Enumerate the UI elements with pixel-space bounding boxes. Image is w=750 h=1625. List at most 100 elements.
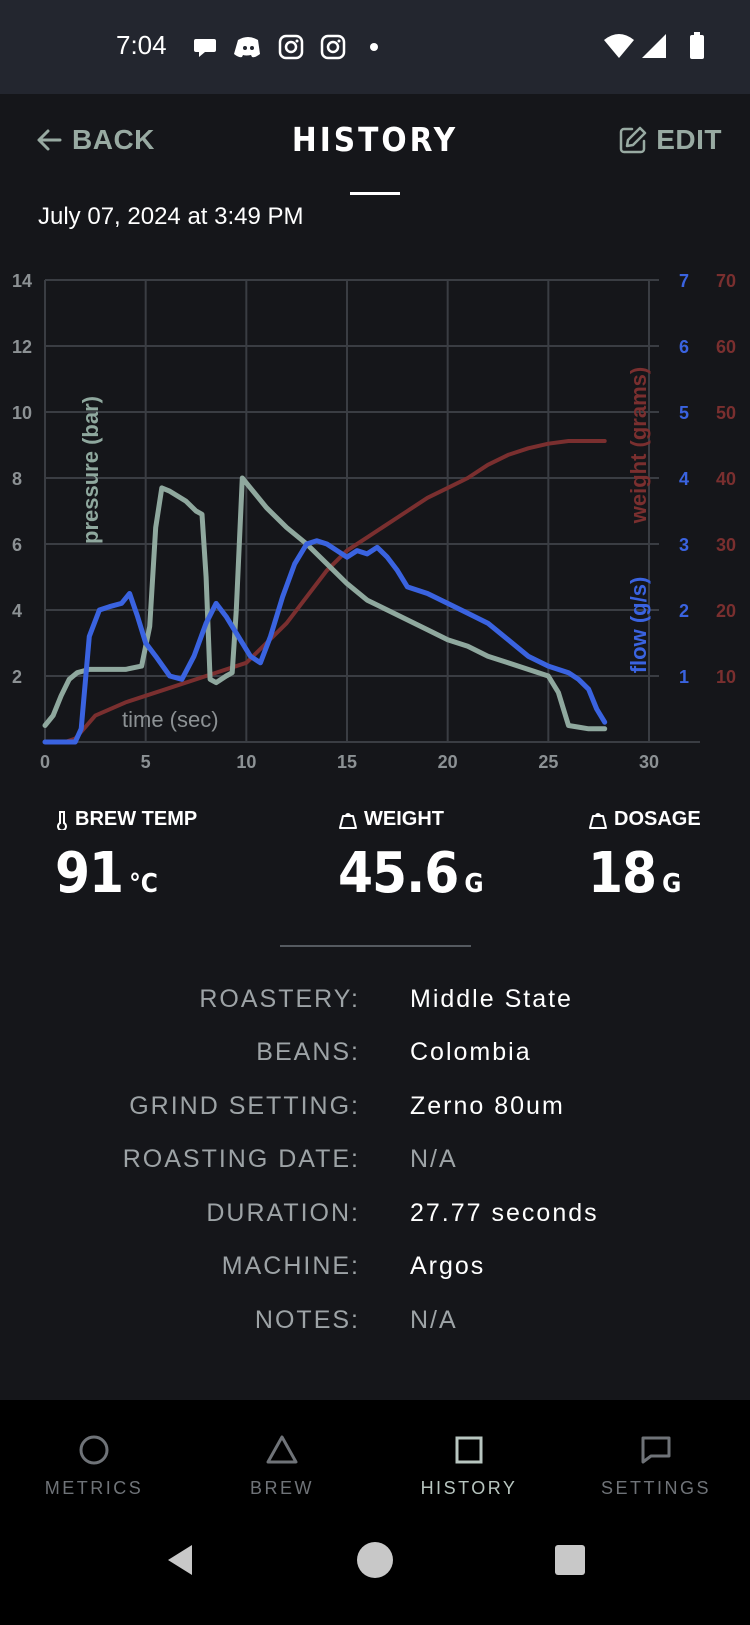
metric-weight: WEIGHT 45.6 G	[338, 808, 484, 906]
nav-label: SETTINGS	[600, 1478, 711, 1498]
instagram-icon	[278, 34, 304, 60]
y-weight-tick-label: 60	[716, 337, 736, 357]
y-weight-tick-label: 10	[716, 667, 736, 687]
back-triangle-icon[interactable]	[160, 1540, 200, 1580]
detail-value: Zerno 80um	[410, 1092, 565, 1120]
weight-label: WEIGHT	[364, 808, 444, 830]
instagram-icon	[320, 34, 346, 60]
series-pressure-line	[42, 475, 608, 732]
brew-temp-value: 91	[55, 841, 124, 906]
y-left-axis-label: pressure (bar)	[78, 396, 103, 544]
thermometer-icon	[57, 810, 67, 830]
detail-value: Middle State	[410, 985, 573, 1013]
nav-label: HISTORY	[420, 1478, 518, 1498]
brew-temp-label: BREW TEMP	[75, 808, 198, 830]
status-bar: 7:04	[0, 0, 750, 94]
detail-row-notes: NOTES: N/A	[0, 1306, 750, 1346]
y-left-tick-label: 10	[12, 403, 32, 423]
detail-value: N/A	[410, 1145, 458, 1173]
home-circle-icon[interactable]	[355, 1540, 395, 1580]
x-tick-label: 20	[438, 752, 458, 772]
chat-bubble-icon	[194, 39, 216, 57]
detail-row-roasting-date: ROASTING DATE: N/A	[0, 1145, 750, 1185]
y-flow-tick-label: 5	[679, 403, 689, 423]
y-weight-tick-label: 20	[716, 601, 736, 621]
metrics-row: BREW TEMP 91 °C WEIGHT 45.6 G DOSAGE 18 …	[0, 808, 750, 918]
circle-icon	[79, 1435, 109, 1465]
discord-icon	[234, 37, 260, 58]
y-left-tick-label: 8	[12, 469, 22, 489]
detail-value: 27.77 seconds	[410, 1199, 599, 1227]
square-icon	[455, 1436, 483, 1464]
nav-item-metrics[interactable]: METRICS	[0, 1400, 188, 1520]
back-button[interactable]: BACK	[34, 120, 155, 160]
header: BACK HISTORY EDIT	[0, 94, 750, 204]
detail-label: GRIND SETTING:	[129, 1092, 360, 1120]
y-left-tick-label: 2	[12, 667, 22, 687]
recents-square-icon[interactable]	[550, 1540, 590, 1580]
triangle-icon	[266, 1435, 298, 1464]
status-time: 7:04	[116, 30, 167, 60]
chat-bubble-icon	[641, 1436, 671, 1464]
detail-label: ROASTERY:	[199, 985, 360, 1013]
weight-unit: G	[464, 869, 484, 899]
dosage-label: DOSAGE	[614, 808, 701, 830]
y-weight-axis-label: weight (grams)	[626, 367, 651, 524]
y-flow-tick-label: 1	[679, 667, 689, 687]
x-tick-label: 0	[40, 752, 50, 772]
status-right-icons	[602, 32, 712, 67]
edit-button[interactable]: EDIT	[618, 120, 722, 160]
y-weight-tick-label: 40	[716, 469, 736, 489]
y-flow-tick-label: 3	[679, 535, 689, 555]
y-left-tick-label: 14	[12, 271, 32, 291]
page-title: HISTORY	[291, 120, 459, 159]
y-weight-tick-label: 70	[716, 271, 736, 291]
y-flow-tick-label: 7	[679, 271, 689, 291]
y-weight-tick-label: 30	[716, 535, 736, 555]
metric-brew-temp: BREW TEMP 91 °C	[55, 808, 197, 906]
weight-icon	[589, 812, 607, 829]
wifi-signal-battery-icons	[604, 32, 704, 59]
x-tick-label: 15	[337, 752, 357, 772]
detail-value: Argos	[410, 1252, 486, 1280]
y-flow-tick-label: 2	[679, 601, 689, 621]
x-tick-label: 5	[141, 752, 151, 772]
divider	[280, 945, 471, 947]
y-left-tick-label: 4	[12, 601, 22, 621]
dosage-unit: G	[662, 869, 682, 899]
edit-label: EDIT	[656, 124, 722, 155]
x-tick-label: 10	[236, 752, 256, 772]
weight-value: 45.6	[338, 841, 459, 906]
detail-label: BEANS:	[256, 1038, 360, 1066]
x-tick-label: 30	[639, 752, 659, 772]
nav-label: METRICS	[44, 1478, 144, 1498]
metric-dosage: DOSAGE 18 G	[588, 808, 701, 906]
back-label: BACK	[72, 124, 155, 155]
edit-icon	[619, 126, 647, 154]
weight-icon	[339, 812, 357, 829]
shot-chart: 0 5 10 15 20 25 302468101214123456710203040506…	[12, 271, 736, 772]
shot-date: July 07, 2024 at 3:49 PM	[38, 203, 304, 230]
series-flow-line	[42, 538, 608, 745]
y-flow-axis-label: flow (g/s)	[626, 577, 651, 674]
y-weight-tick-label: 50	[716, 403, 736, 423]
detail-row-grind-setting: GRIND SETTING: Zerno 80um	[0, 1092, 750, 1132]
nav-label: BREW	[250, 1478, 314, 1498]
y-flow-tick-label: 4	[679, 469, 689, 489]
y-left-tick-label: 12	[12, 337, 32, 357]
detail-row-machine: MACHINE: Argos	[0, 1252, 750, 1292]
detail-row-duration: DURATION: 27.77 seconds	[0, 1199, 750, 1239]
brew-temp-unit: °C	[129, 869, 158, 899]
dosage-value: 18	[588, 841, 657, 906]
title-underline	[350, 192, 400, 195]
detail-label: DURATION:	[206, 1199, 360, 1227]
detail-row-roastery: ROASTERY: Middle State	[0, 985, 750, 1025]
bottom-nav: METRICS BREW HISTORY SETTINGS	[0, 1400, 750, 1520]
nav-item-history[interactable]: HISTORY	[375, 1400, 563, 1520]
y-left-tick-label: 6	[12, 535, 22, 555]
nav-item-brew[interactable]: BREW	[188, 1400, 376, 1520]
detail-label: NOTES:	[254, 1306, 360, 1334]
x-axis-label: time (sec)	[122, 707, 219, 732]
x-tick-label: 25	[538, 752, 558, 772]
nav-item-settings[interactable]: SETTINGS	[562, 1400, 750, 1520]
